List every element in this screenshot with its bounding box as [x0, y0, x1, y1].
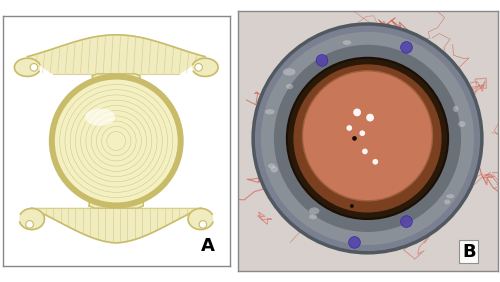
- Ellipse shape: [85, 109, 115, 126]
- Ellipse shape: [283, 68, 296, 76]
- Polygon shape: [92, 74, 140, 83]
- Ellipse shape: [444, 199, 450, 204]
- Circle shape: [287, 58, 448, 219]
- Circle shape: [400, 216, 412, 228]
- Circle shape: [108, 0, 500, 282]
- Ellipse shape: [458, 121, 466, 127]
- Circle shape: [195, 63, 202, 71]
- Polygon shape: [32, 208, 201, 243]
- Circle shape: [350, 204, 354, 208]
- Text: A: A: [202, 237, 215, 255]
- Ellipse shape: [342, 40, 351, 45]
- Circle shape: [261, 32, 474, 245]
- Polygon shape: [89, 197, 144, 208]
- Circle shape: [54, 78, 179, 204]
- Circle shape: [302, 71, 432, 201]
- Circle shape: [253, 24, 482, 253]
- Circle shape: [372, 159, 378, 165]
- Circle shape: [316, 54, 328, 66]
- Circle shape: [294, 64, 442, 213]
- Ellipse shape: [270, 166, 278, 173]
- Ellipse shape: [309, 207, 320, 214]
- Circle shape: [362, 149, 368, 154]
- Polygon shape: [188, 208, 213, 230]
- Circle shape: [353, 109, 361, 116]
- Ellipse shape: [268, 164, 276, 169]
- Circle shape: [274, 45, 461, 232]
- Circle shape: [400, 41, 412, 53]
- Circle shape: [346, 125, 352, 131]
- Polygon shape: [28, 35, 205, 74]
- Polygon shape: [14, 58, 40, 76]
- Circle shape: [26, 221, 34, 228]
- Circle shape: [366, 114, 374, 122]
- Circle shape: [30, 63, 38, 71]
- Polygon shape: [192, 58, 218, 76]
- Circle shape: [348, 237, 360, 248]
- Ellipse shape: [453, 106, 458, 112]
- Ellipse shape: [286, 84, 293, 89]
- Circle shape: [199, 221, 206, 228]
- Ellipse shape: [446, 194, 454, 199]
- Ellipse shape: [265, 109, 274, 114]
- Text: B: B: [462, 243, 475, 261]
- Polygon shape: [20, 208, 44, 230]
- Circle shape: [352, 136, 357, 141]
- Circle shape: [360, 130, 365, 136]
- Ellipse shape: [309, 214, 317, 219]
